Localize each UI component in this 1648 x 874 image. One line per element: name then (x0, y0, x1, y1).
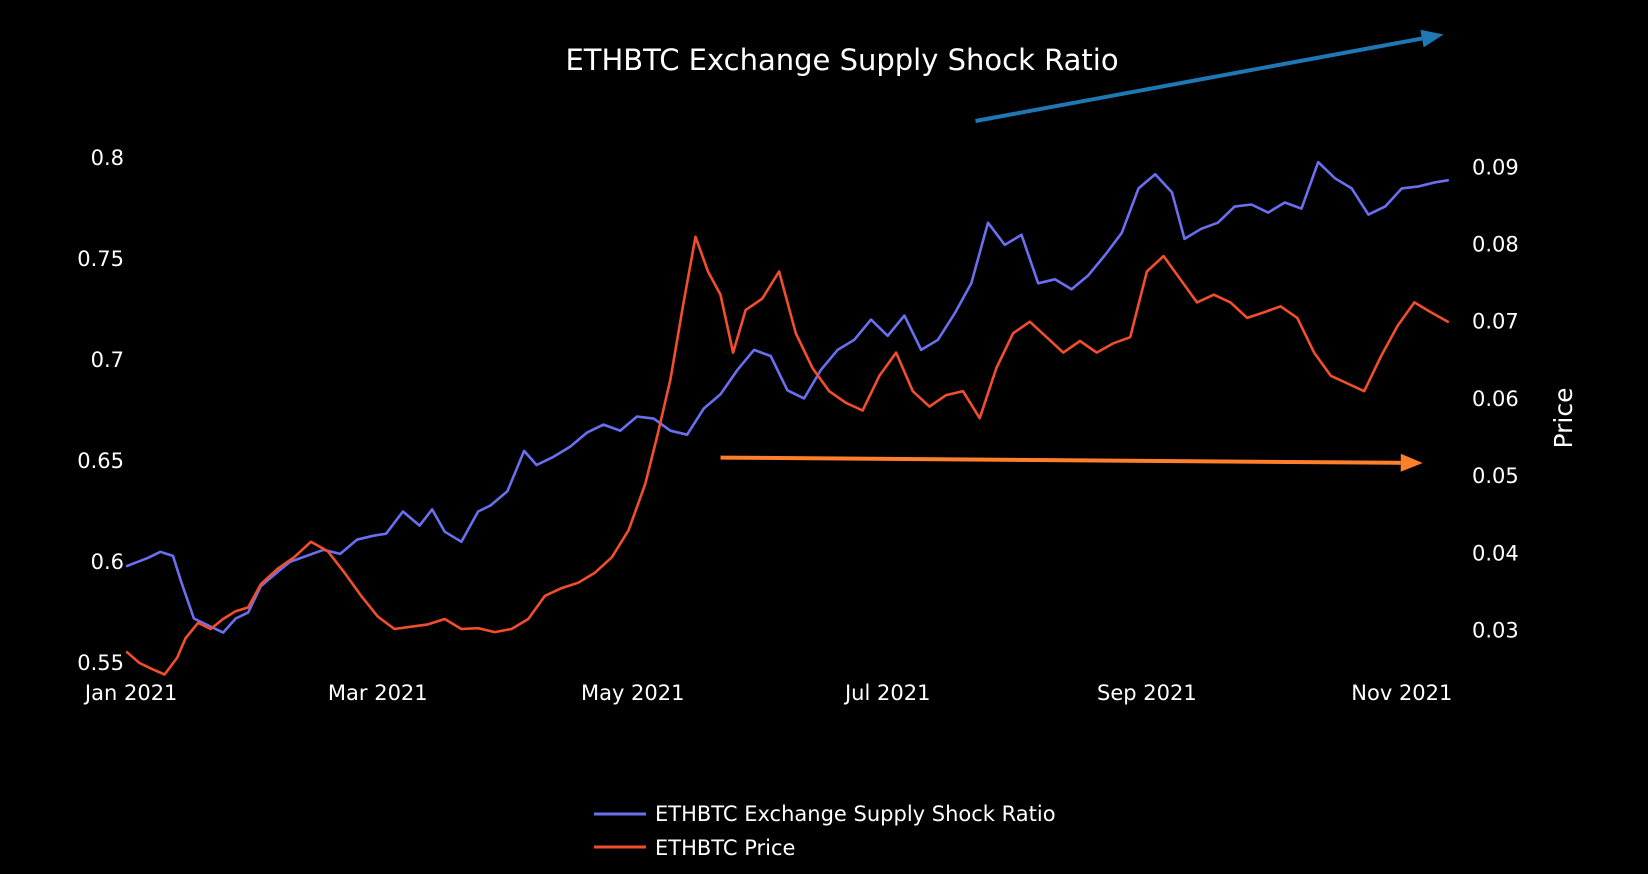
right-tick-label: 0.03 (1472, 619, 1519, 643)
x-tick-label: Jul 2021 (843, 681, 930, 705)
x-tick-label: Mar 2021 (328, 681, 428, 705)
series-line-price (125, 235, 1450, 676)
series-layer (125, 160, 1450, 676)
legend-label-supply-shock: ETHBTC Exchange Supply Shock Ratio (655, 802, 1056, 826)
left-axis-ticks: 0.55 0.6 0.65 0.7 0.75 0.8 (77, 146, 124, 675)
left-tick-label: 0.6 (91, 550, 124, 574)
right-tick-label: 0.04 (1472, 541, 1519, 565)
right-tick-label: 0.05 (1472, 464, 1519, 488)
left-tick-label: 0.7 (91, 348, 124, 372)
left-tick-label: 0.8 (91, 146, 124, 170)
annotation-arrowhead-orange (1400, 453, 1423, 472)
legend-label-price: ETHBTC Price (655, 836, 795, 860)
right-tick-label: 0.08 (1472, 233, 1519, 257)
x-axis-ticks: Jan 2021 Mar 2021 May 2021 Jul 2021 Sep 2021… (83, 681, 1452, 705)
annotation-arrowhead-blue (1420, 29, 1444, 48)
right-axis-ticks: 0.03 0.04 0.05 0.06 0.07 0.08 0.09 (1472, 155, 1519, 642)
annotation-arrow-orange (720, 455, 1401, 465)
left-tick-label: 0.55 (77, 651, 124, 675)
legend: ETHBTC Exchange Supply Shock Ratio ETHBT… (594, 802, 1056, 860)
series-line-supply-shock-ratio (125, 160, 1450, 634)
annotation-layer (720, 29, 1444, 472)
right-tick-label: 0.07 (1472, 310, 1519, 334)
left-tick-label: 0.75 (77, 247, 124, 271)
right-axis-title: Price (1549, 388, 1578, 449)
annotation-arrow-blue (975, 36, 1423, 123)
x-tick-label: May 2021 (581, 681, 685, 705)
x-tick-label: Sep 2021 (1097, 681, 1197, 705)
chart-title: ETHBTC Exchange Supply Shock Ratio (565, 43, 1118, 77)
x-tick-label: Jan 2021 (83, 681, 178, 705)
x-tick-label: Nov 2021 (1351, 681, 1452, 705)
left-tick-label: 0.65 (77, 449, 124, 473)
right-tick-label: 0.06 (1472, 387, 1519, 411)
right-tick-label: 0.09 (1472, 155, 1519, 179)
